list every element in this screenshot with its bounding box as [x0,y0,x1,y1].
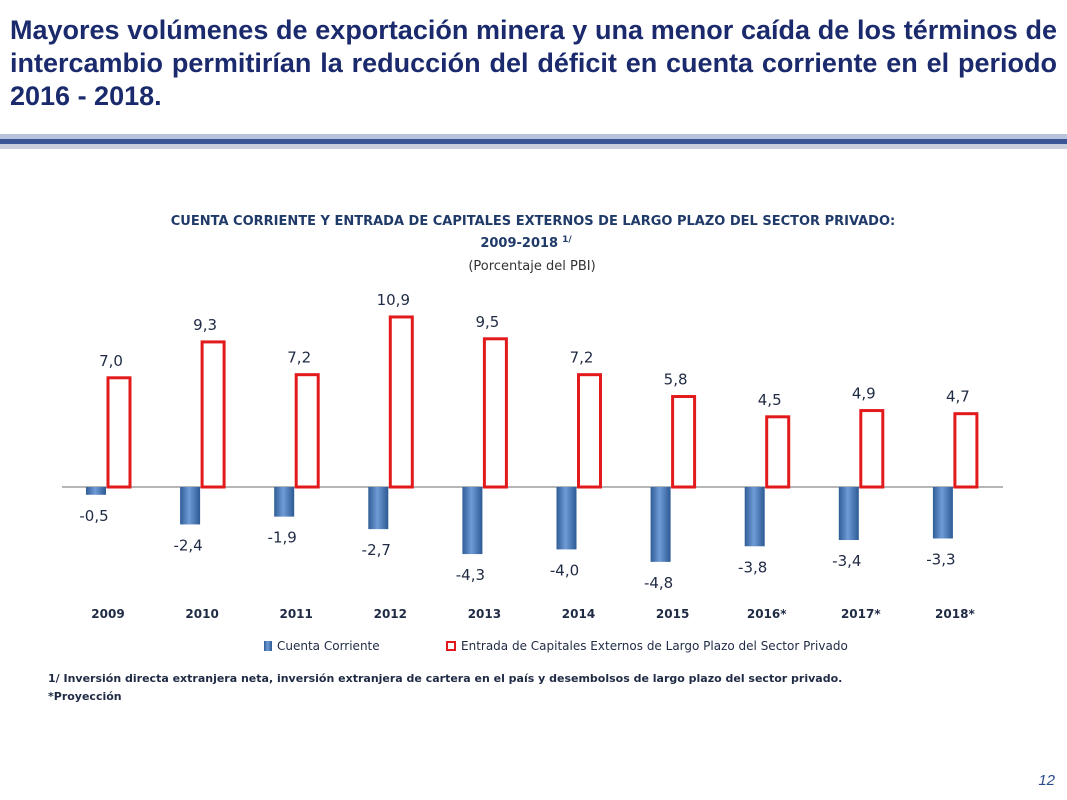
label-cuenta-corriente-2010: -2,4 [173,536,202,554]
bar-cuenta-corriente-2015 [650,487,671,562]
label-entrada-capitales-2013: 9,5 [475,313,499,331]
label-entrada-capitales-2012: 10,9 [377,291,410,309]
legend-swatch-cuenta-corriente [264,641,272,651]
x-tick-2012: 2012 [374,607,407,621]
label-entrada-capitales-2018: 4,7 [946,388,970,406]
x-axis-ticks: 2009 2010 2011 2012 2013 2014 2015 2016* 2017* 20… [91,607,975,621]
title-rule [0,134,1067,150]
bars-layer [86,315,979,562]
bar-entrada-capitales-2009 [106,376,132,489]
bar-cuenta-corriente-2010 [180,487,201,525]
footnote-2: *Proyección [48,690,122,703]
bar-entrada-capitales-2018 [953,412,979,489]
x-tick-2016: 2016* [747,607,787,621]
x-tick-2009: 2009 [91,607,124,621]
bar-cuenta-corriente-2012 [368,487,389,530]
label-cuenta-corriente-2016: -3,8 [738,558,767,576]
chart-title: CUENTA CORRIENTE Y ENTRADA DE CAPITALES … [171,214,895,229]
bar-cuenta-corriente-2016 [744,487,765,547]
label-cuenta-corriente-2012: -2,7 [362,541,391,559]
bar-entrada-capitales-2010 [200,340,226,489]
x-tick-2013: 2013 [468,607,501,621]
label-cuenta-corriente-2011: -1,9 [268,529,297,547]
x-tick-2014: 2014 [562,607,595,621]
label-entrada-capitales-2010: 9,3 [193,316,217,334]
label-entrada-capitales-2014: 7,2 [570,349,594,367]
label-cuenta-corriente-2009: -0,5 [79,507,108,525]
x-tick-2018: 2018* [935,607,975,621]
x-tick-2015: 2015 [656,607,689,621]
bar-cuenta-corriente-2011 [274,487,295,517]
bar-cuenta-corriente-2017 [838,487,859,541]
label-cuenta-corriente-2014: -4,0 [550,561,579,579]
bar-entrada-capitales-2017 [859,409,885,489]
label-cuenta-corriente-2017: -3,4 [832,552,861,570]
x-tick-2017: 2017* [841,607,881,621]
bar-entrada-capitales-2013 [482,337,508,489]
bar-entrada-capitales-2012 [388,315,414,489]
label-entrada-capitales-2017: 4,9 [852,385,876,403]
legend-label-entrada-capitales: Entrada de Capitales Externos de Largo P… [461,639,848,653]
footnote-1: 1/ Inversión directa extranjera neta, in… [48,672,843,685]
label-cuenta-corriente-2018: -3,3 [926,550,955,568]
label-entrada-capitales-2011: 7,2 [287,349,311,367]
legend-label-cuenta-corriente: Cuenta Corriente [277,639,380,653]
page-number: 12 [1038,772,1055,789]
bar-entrada-capitales-2015 [671,395,697,489]
legend: Cuenta Corriente Entrada de Capitales Ex… [264,639,848,653]
bar-entrada-capitales-2014 [577,373,602,489]
chart-title-superscript: 1/ [562,235,572,245]
chart-title-line2: 2009-2018 1/ [480,235,572,251]
label-cuenta-corriente-2015: -4,8 [644,574,673,592]
bar-cuenta-corriente-2013 [462,487,483,555]
bar-entrada-capitales-2011 [294,373,320,489]
bar-cuenta-corriente-2009 [86,487,106,495]
label-entrada-capitales-2015: 5,8 [664,371,688,389]
x-tick-2010: 2010 [185,607,218,621]
bar-entrada-capitales-2016 [765,415,791,489]
label-entrada-capitales-2009: 7,0 [99,352,123,370]
chart-subtitle: (Porcentaje del PBI) [468,259,595,274]
x-tick-2011: 2011 [279,607,312,621]
labels-layer: -0,5 7,0 -2,4 9,3 -1,9 7,2 -2,7 10,9 -4,3 9,5 -4,0… [79,291,969,592]
slide-title: Mayores volúmenes de exportación minera … [10,15,1057,111]
bar-cuenta-corriente-2018 [932,487,953,539]
legend-swatch-entrada-capitales [446,641,456,651]
label-entrada-capitales-2016: 4,5 [758,391,782,409]
label-cuenta-corriente-2013: -4,3 [456,566,485,584]
bar-cuenta-corriente-2014 [556,487,577,550]
